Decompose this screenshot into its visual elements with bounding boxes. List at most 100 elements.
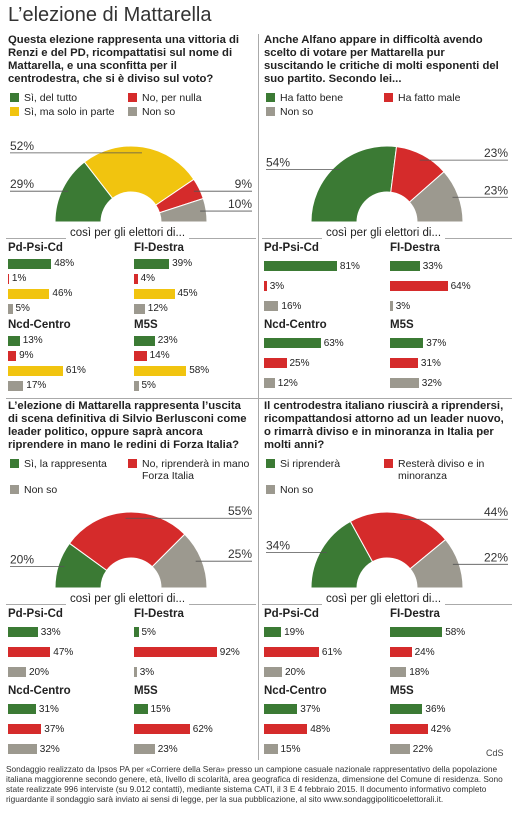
bar-row: 13% (8, 333, 130, 348)
bar (264, 338, 321, 348)
legend-item: Sì, del tutto (10, 92, 128, 104)
bar (134, 627, 139, 637)
question: Il centrodestra italiano riuscirà a ripr… (264, 400, 504, 451)
legend-item: Si riprenderà (266, 458, 384, 482)
gauge-segment (151, 533, 208, 589)
bar-label: 61% (65, 365, 86, 376)
bar-label: 46% (52, 288, 73, 299)
panel: Il centrodestra italiano riuscirà a ripr… (262, 400, 512, 762)
group-name: M5S (390, 685, 414, 697)
group: Pd-Psi-Cd 33% 47% 20% (8, 608, 130, 684)
group-name: M5S (134, 685, 158, 697)
legend-item: Non so (266, 106, 384, 118)
bar-row: 46% (8, 286, 130, 301)
group-name: Pd-Psi-Cd (8, 242, 63, 254)
bar (8, 380, 24, 391)
bar-label: 14% (149, 350, 170, 361)
subtitle: così per gli elettori di... (322, 593, 446, 605)
gauge-label: 29% (10, 177, 34, 191)
bar (264, 261, 337, 271)
bar-label: 19% (284, 626, 305, 638)
bar-label: 15% (150, 703, 171, 715)
bar-label: 3% (269, 280, 285, 292)
bar (390, 281, 448, 291)
bar (390, 744, 410, 754)
bar (390, 704, 423, 714)
group: Pd-Psi-Cd 19% 61% 20% (264, 608, 386, 684)
bar (8, 273, 9, 284)
legend: Si riprenderà Resterà diviso e in minoran… (266, 458, 510, 496)
group-name: Pd-Psi-Cd (264, 242, 319, 254)
bar-label: 16% (281, 300, 302, 312)
bar-label: 17% (26, 380, 47, 391)
legend: Sì, del tutto No, per nulla Sì, ma solo in… (10, 92, 254, 118)
bar-label: 37% (300, 703, 321, 715)
bar (390, 667, 407, 677)
bar-row: 45% (134, 286, 256, 301)
bar-row: 20% (8, 662, 130, 682)
group: M5S 37% 31% 32% (390, 319, 512, 395)
bar-row: 19% (264, 622, 386, 642)
bar-row: 42% (390, 719, 512, 739)
legend-swatch (128, 93, 137, 102)
gauge: 20% 55% 25% (10, 504, 252, 589)
gauge-label: 34% (266, 538, 290, 552)
bar-row: 5% (134, 378, 256, 393)
subtitle-rule: così per gli elettori di... (6, 590, 256, 605)
gauge-label: 25% (228, 547, 252, 561)
bar-row: 61% (264, 642, 386, 662)
group-name: M5S (134, 319, 158, 331)
bar-row: 15% (134, 699, 256, 719)
bar (8, 627, 38, 637)
bar-row: 39% (134, 256, 256, 271)
bar-label: 63% (323, 337, 344, 349)
bar-label: 12% (147, 303, 168, 314)
group: Ncd-Centro 37% 48% 15% (264, 685, 386, 761)
legend-swatch (266, 107, 275, 116)
group: FI-Destra 58% 24% 18% (390, 608, 512, 684)
subtitle: così per gli elettori di... (66, 593, 190, 605)
group: Pd-Psi-Cd 48% 1% 46% 5% (8, 242, 130, 318)
subtitle: così per gli elettori di... (66, 227, 190, 239)
legend-swatch (10, 107, 19, 116)
bar (264, 724, 308, 734)
legend-swatch (266, 485, 275, 494)
bar (264, 744, 278, 754)
group: M5S 36% 42% 22% (390, 685, 512, 761)
bar-row: 3% (264, 276, 386, 296)
bar-row: 4% (134, 271, 256, 286)
bar (390, 338, 424, 348)
legend-item: Non so (128, 106, 250, 118)
bar-label: 13% (22, 335, 43, 346)
bar-row: 61% (8, 363, 130, 378)
bar-label: 23% (157, 743, 178, 755)
legend-label: Sì, la rappresenta (24, 458, 107, 470)
bar-label: 20% (285, 666, 306, 678)
legend-label: Ha fatto bene (280, 92, 344, 104)
legend-item: Sì, la rappresenta (10, 458, 128, 482)
legend-item: Sì, ma solo in parte (10, 106, 128, 118)
legend-label: No, riprenderà in mano Forza Italia (142, 458, 250, 482)
group-name: FI-Destra (134, 242, 184, 254)
bar (134, 647, 217, 657)
group: Ncd-Centro 13% 9% 61% 17% (8, 319, 130, 395)
bar-label: 12% (277, 377, 298, 389)
bar-label: 39% (172, 258, 193, 269)
gauge-label: 10% (228, 197, 252, 211)
bar-label: 33% (40, 626, 61, 638)
legend-item: No, riprenderà in mano Forza Italia (128, 458, 250, 482)
bar-label: 5% (15, 303, 30, 314)
bar-label: 3% (395, 300, 411, 312)
gauge-segment (83, 145, 195, 206)
bar-label: 33% (422, 260, 443, 272)
legend-item: Resterà diviso e in minoranza (384, 458, 506, 482)
legend-label: Non so (142, 106, 176, 118)
bar (390, 724, 428, 734)
question: Anche Alfano appare in difficoltà avendo… (264, 34, 499, 85)
bar-row: 9% (8, 348, 130, 363)
group-name: Ncd-Centro (8, 685, 71, 697)
bar-row: 15% (264, 739, 386, 759)
bar (134, 350, 147, 361)
group-name: FI-Destra (390, 608, 440, 620)
